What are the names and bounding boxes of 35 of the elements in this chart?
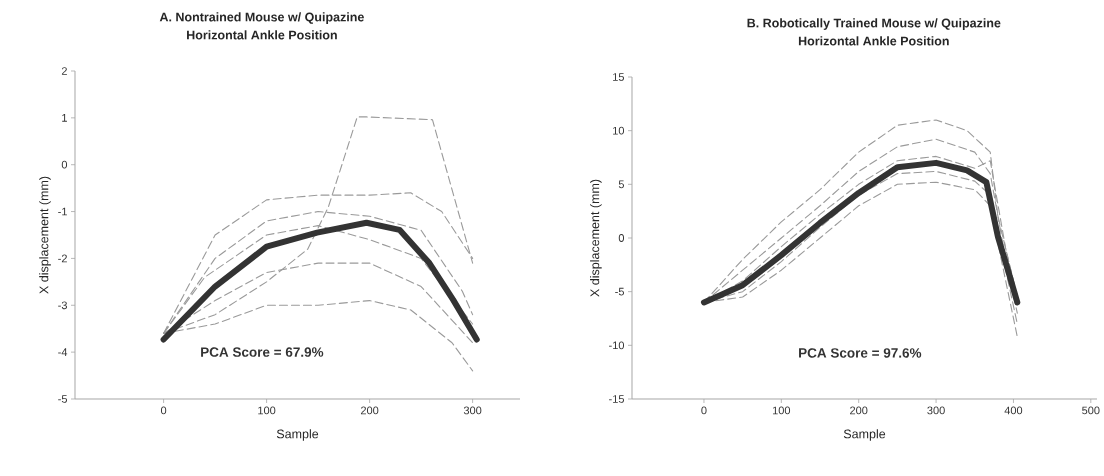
chart-title: B. Robotically Trained Mouse w/ Quipazine (747, 18, 1001, 30)
y-tick-label: 2 (61, 67, 67, 75)
x-axis-title: Sample (843, 429, 886, 441)
y-tick-label: -1 (58, 207, 67, 216)
x-tick-label: 0 (160, 406, 167, 415)
y-axis-title: X displacement (mm) (590, 179, 602, 297)
x-tick-label: 0 (701, 406, 707, 415)
y-tick-label: -3 (58, 301, 67, 310)
y-tick-label: 10 (613, 126, 625, 135)
y-tick-label: -10 (609, 341, 625, 350)
y-tick-label: -2 (58, 254, 67, 263)
y-tick-label: -5 (615, 287, 624, 296)
y-tick-label: 15 (613, 73, 624, 81)
y-tick-label: 0 (618, 234, 625, 242)
annotation: PCA Score = 67.9% (201, 347, 324, 357)
y-tick-label: 0 (61, 160, 68, 169)
x-axis-title: Sample (276, 429, 319, 441)
y-tick-label: 5 (618, 180, 624, 189)
y-axis-title: X displacement (mm) (39, 176, 51, 294)
x-tick-label: 500 (1082, 406, 1100, 415)
x-tick-label: 300 (463, 406, 482, 415)
y-tick-label: -4 (58, 348, 68, 356)
y-tick-label: -15 (609, 395, 624, 403)
x-tick-label: 300 (927, 406, 945, 415)
chart-subtitle: Horizontal Ankle Position (187, 30, 337, 40)
y-tick-label: -5 (58, 395, 68, 403)
x-tick-label: 200 (850, 406, 868, 415)
annotation: PCA Score = 97.6% (799, 348, 922, 358)
x-tick-label: 200 (360, 406, 379, 415)
chart-title: A. Nontrained Mouse w/ Quipazine (159, 12, 364, 24)
x-tick-label: 400 (1004, 406, 1023, 415)
chart-subtitle: Horizontal Ankle Position (798, 36, 949, 46)
x-tick-label: 100 (258, 406, 276, 415)
x-tick-label: 100 (772, 406, 791, 415)
y-tick-label: 1 (62, 114, 67, 122)
